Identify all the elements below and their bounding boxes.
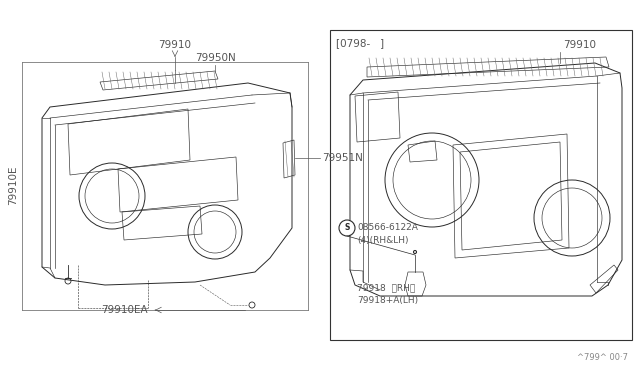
Circle shape — [339, 220, 355, 236]
Text: ^799^ 00·7: ^799^ 00·7 — [577, 353, 628, 362]
Text: [0798-   ]: [0798- ] — [336, 38, 384, 48]
Text: S: S — [344, 224, 349, 232]
Text: 79910E: 79910E — [8, 165, 18, 205]
Text: 79918+A(LH): 79918+A(LH) — [357, 295, 418, 305]
Bar — [330, 30, 632, 340]
Text: 79918  〈RH〉: 79918 〈RH〉 — [357, 283, 415, 292]
Text: 79910: 79910 — [159, 40, 191, 50]
Text: 79910: 79910 — [563, 40, 596, 50]
Text: 08566-6122A: 08566-6122A — [357, 224, 418, 232]
Text: 79910EA: 79910EA — [101, 305, 148, 315]
Text: (4)(RH&LH): (4)(RH&LH) — [357, 235, 408, 244]
Text: 79951N: 79951N — [322, 153, 363, 163]
Text: 79950N: 79950N — [195, 53, 236, 63]
